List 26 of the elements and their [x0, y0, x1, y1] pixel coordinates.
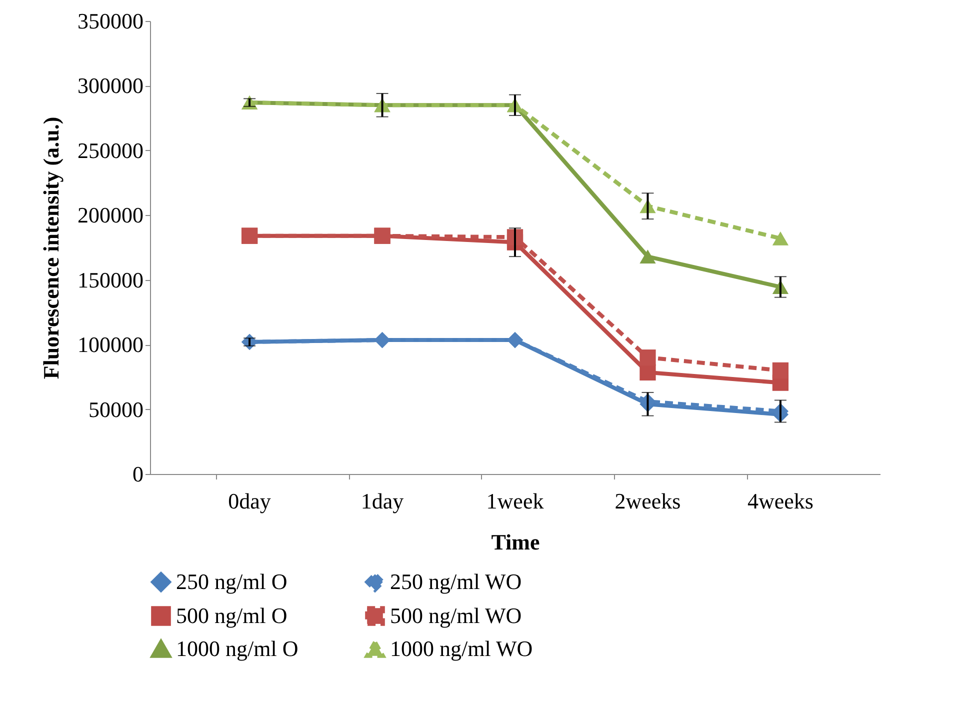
y-tick-label: 100000 — [78, 332, 144, 358]
x-axis-title: Time — [491, 530, 540, 554]
point — [772, 362, 789, 379]
legend-label: 1000 ng/ml O — [176, 636, 298, 661]
legend-label: 250 ng/ml WO — [390, 569, 522, 594]
legend-label: 1000 ng/ml WO — [390, 636, 533, 661]
point — [640, 364, 656, 380]
y-tick-label: 300000 — [78, 73, 144, 98]
point — [640, 349, 656, 366]
x-tick-label: 1day — [360, 488, 404, 514]
y-tick-label: 150000 — [78, 267, 144, 292]
legend-label: 500 ng/ml O — [176, 603, 288, 628]
y-axis-title: Fluorescence intensity (a.u.) — [38, 116, 64, 380]
point — [772, 231, 789, 246]
y-tick-label: 350000 — [78, 8, 144, 34]
x-tick-label: 2weeks — [614, 488, 681, 514]
legend-label: 500 ng/ml WO — [390, 603, 522, 628]
x-tick-label: 1week — [486, 488, 544, 514]
y-tick-label: 250000 — [78, 138, 144, 163]
x-tick-label: 4weeks — [747, 488, 814, 514]
y-tick-label: 50000 — [88, 396, 144, 422]
y-tick-label: 200000 — [78, 202, 144, 228]
point — [640, 250, 656, 264]
x-tick-label: 0day — [228, 488, 271, 514]
y-tick-label: 0 — [132, 462, 144, 486]
legend-label: 250 ng/ml O — [176, 569, 288, 594]
